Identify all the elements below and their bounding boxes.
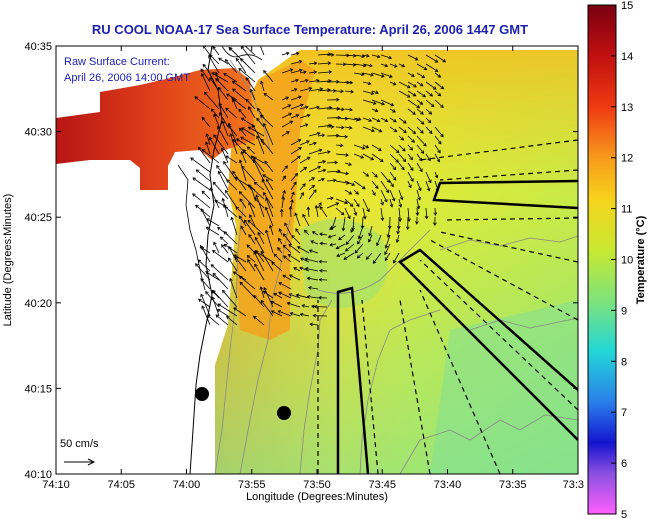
surface-current-vectors [190,46,447,327]
map-title: RU COOL NOAA-17 Sea Surface Temperature:… [91,22,529,37]
y-tick-label: 40:35 [24,41,52,53]
y-tick-label: 40:25 [24,212,52,224]
x-tick-label: 74:00 [173,479,201,491]
y-tick-label: 40:15 [24,383,52,395]
colorbar-tick-label: 11 [621,204,632,216]
buoy-marker-east [277,406,291,420]
cool-patch [300,218,388,308]
x-tick-label: 73:3 [563,479,584,491]
colorbar-ticks: 15 14 13 12 11 10 9 8 7 6 5 [611,0,633,519]
y-axis-label: Latitude (Degrees:Minutes) [2,194,14,327]
y-tick-label: 40:10 [24,469,52,481]
colorbar-tick-label: 14 [621,51,633,63]
x-tick-label: 74:10 [42,479,70,491]
colorbar-tick-label: 6 [621,458,627,470]
scale-label: 50 cm/s [60,438,99,450]
map-plot-area [56,46,578,474]
bathymetry-contours [214,59,578,474]
radial-lines [317,139,578,474]
legend-time: April 26, 2006 14:00 GMT [64,72,190,84]
warm-plume [56,68,255,190]
colorbar-tick-label: 12 [621,153,633,165]
colorbar-tick-label: 13 [621,102,633,114]
x-tick-label: 74:05 [107,479,135,491]
colorbar-tick-label: 9 [621,305,627,317]
y-tick-label: 40:30 [24,127,52,139]
x-tick-label: 73:35 [499,479,527,491]
colorbar-tick-label: 10 [621,255,633,267]
x-tick-label: 73:55 [238,479,266,491]
x-tick-label: 73:40 [434,479,462,491]
transect-boxes [336,179,578,474]
x-axis: 74:10 74:05 74:00 73:55 73:50 73:45 73:40 73:35… [42,46,584,491]
x-tick-label: 73:45 [368,479,396,491]
colorbar-tick-label: 5 [621,509,627,519]
buoy-marker-west [195,387,209,401]
x-tick-label: 73:50 [303,479,331,491]
y-axis: 40:35 40:30 40:25 40:20 40:15 40:10 [24,41,578,481]
y-tick-label: 40:20 [24,298,52,310]
colorbar-tick-label: 7 [621,407,627,419]
x-axis-label: Longitude (Degrees:Minutes) [246,491,388,503]
colorbar-label: Temperature (°C) [635,215,647,304]
colorbar-tick-label: 8 [621,356,627,368]
scale-arrow [64,458,96,466]
colorbar-tick-label: 15 [621,0,633,12]
legend-title: Raw Surface Current: [64,56,170,68]
